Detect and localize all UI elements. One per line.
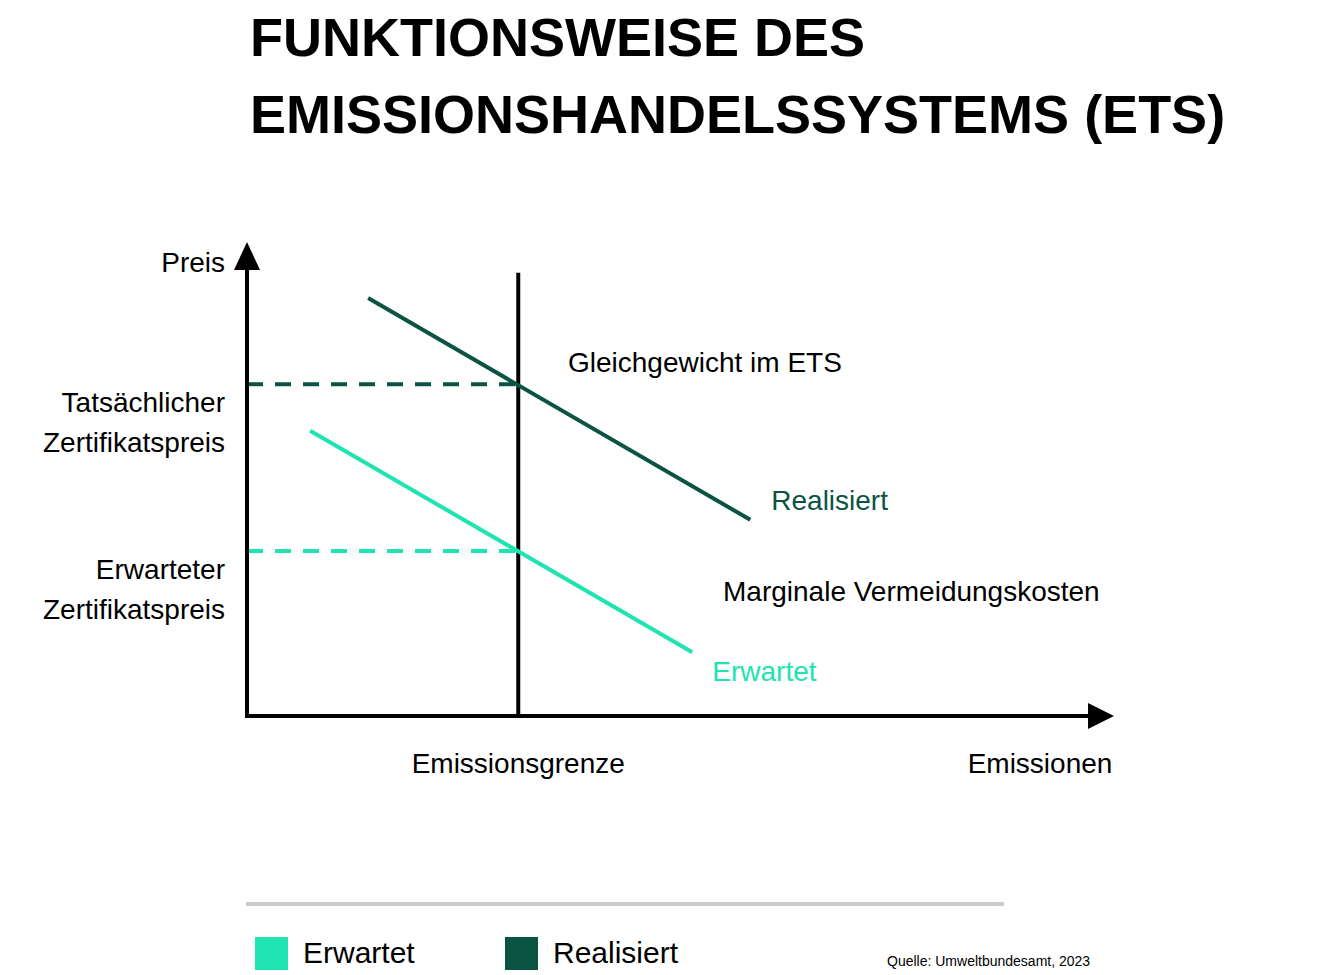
price-level-label: Erwarteter Zertifikatspreis: [43, 554, 225, 625]
axes: [234, 242, 1114, 729]
series-line: [368, 298, 750, 520]
emission-cap-line: [516, 273, 520, 716]
legend-label: Realisiert: [553, 936, 679, 969]
legend-label: Erwartet: [303, 936, 415, 969]
series-line: [310, 431, 692, 652]
price-level-label-line: Zertifikatspreis: [43, 594, 225, 625]
emission-cap-label: Emissionsgrenze: [412, 748, 625, 779]
y-axis-arrow: [234, 242, 260, 270]
plot-area: [247, 273, 750, 716]
series-end-label: Erwartet: [712, 656, 816, 687]
title-line: FUNKTIONSWEISE DES: [250, 7, 865, 67]
title: FUNKTIONSWEISE DES EMISSIONSHANDELSSYSTEM…: [250, 7, 1225, 144]
price-level-label-line: Tatsächlicher: [62, 387, 225, 418]
series-end-label: Realisiert: [771, 485, 888, 516]
price-level-label: Tatsächlicher Zertifikatspreis: [43, 387, 225, 458]
source: Quelle: Umweltbundesamt, 2023: [887, 953, 1090, 969]
title-line: EMISSIONSHANDELSSYSTEMS (ETS): [250, 84, 1225, 144]
annotation: Marginale Vermeidungskosten: [723, 576, 1100, 607]
price-level-label-line: Zertifikatspreis: [43, 427, 225, 458]
price-level-label-line: Erwarteter: [96, 554, 225, 585]
x-axis-arrow: [1088, 703, 1114, 729]
annotation: Gleichgewicht im ETS: [568, 347, 842, 378]
chart: FUNKTIONSWEISE DES EMISSIONSHANDELSSYSTEM…: [0, 0, 1337, 975]
price-level-line: [247, 549, 518, 553]
y-axis-label: Preis: [161, 247, 225, 278]
legend: Erwartet Realisiert: [255, 936, 679, 970]
price-level-line: [247, 382, 518, 386]
y-axis: [245, 250, 249, 716]
x-axis: [245, 714, 1100, 718]
x-axis-label: Emissionen: [968, 748, 1113, 779]
legend-swatch: [255, 937, 288, 970]
legend-swatch: [505, 937, 538, 970]
legend-separator: [246, 902, 1004, 906]
